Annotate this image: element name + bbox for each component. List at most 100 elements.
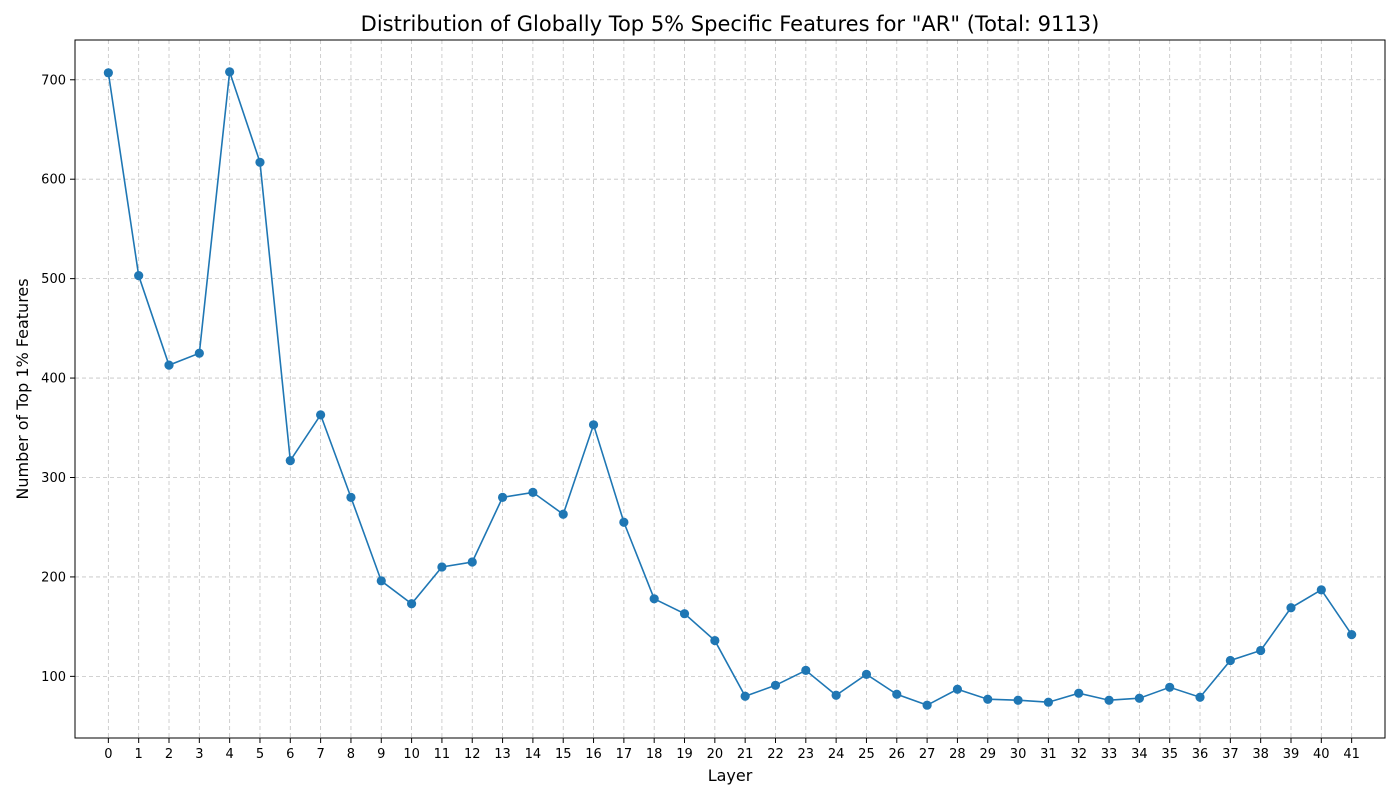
x-tick-label: 34 — [1131, 747, 1148, 762]
data-point — [1347, 629, 1357, 640]
data-point — [1043, 697, 1054, 707]
data-point — [1256, 645, 1266, 656]
chart-title: Distribution of Globally Top 5% Specific… — [361, 12, 1100, 36]
x-axis-label: Layer — [708, 766, 753, 785]
data-point — [679, 609, 690, 619]
data-point — [1316, 585, 1326, 595]
data-point — [922, 700, 932, 710]
x-tick-label: 17 — [616, 747, 633, 762]
data-point — [1104, 695, 1114, 705]
x-tick-label: 13 — [494, 747, 511, 762]
x-tick-label: 1 — [135, 747, 143, 762]
x-tick-label: 7 — [316, 747, 324, 762]
y-tick-label: 100 — [41, 670, 66, 685]
x-tick-label: 22 — [767, 747, 784, 762]
data-point — [1013, 695, 1023, 705]
x-tick-label: 36 — [1192, 747, 1209, 762]
x-tick-label: 25 — [858, 747, 875, 762]
data-point — [801, 665, 811, 675]
data-point — [892, 689, 902, 699]
data-point — [1195, 692, 1205, 702]
data-point — [255, 157, 265, 167]
y-tick-label: 400 — [41, 372, 66, 387]
x-tick-label: 40 — [1313, 747, 1330, 762]
plot-frame — [74, 39, 1386, 739]
x-tick-label: 39 — [1283, 747, 1300, 762]
x-tick-label: 16 — [585, 747, 602, 762]
x-tick-label: 23 — [798, 747, 815, 762]
x-tick-label: 9 — [377, 747, 385, 762]
x-tick-label: 4 — [226, 747, 234, 762]
data-point — [528, 487, 538, 498]
x-tick-label: 15 — [555, 747, 572, 762]
data-point — [619, 517, 629, 527]
x-tick-label: 11 — [434, 747, 451, 762]
x-tick-label: 32 — [1070, 747, 1087, 762]
y-tick-label: 700 — [41, 73, 66, 88]
x-tick-label: 24 — [828, 747, 845, 762]
x-tick-label: 5 — [256, 747, 264, 762]
series-line — [107, 71, 1353, 707]
data-point — [1165, 682, 1175, 692]
x-tick-label: 8 — [347, 747, 355, 762]
x-tick-label: 41 — [1343, 747, 1360, 762]
y-tick-label: 500 — [41, 272, 66, 287]
x-tick-label: 20 — [707, 747, 724, 762]
data-point — [164, 360, 174, 370]
x-tick-label: 35 — [1161, 747, 1178, 762]
x-tick-label: 0 — [104, 747, 112, 762]
data-point — [376, 576, 386, 586]
x-tick-label: 18 — [646, 747, 663, 762]
data-point — [649, 594, 659, 604]
axis-ticks: 0 1 2 3 4 5 6 7 8 9 10 11 12 13 14 15 16 17 18 19 20 21 22 23 24… — [41, 73, 1360, 762]
data-point — [952, 684, 963, 694]
x-tick-label: 31 — [1040, 747, 1057, 762]
x-tick-label: 26 — [889, 747, 906, 762]
data-point — [194, 348, 204, 358]
y-tick-label: 300 — [41, 471, 66, 486]
data-point — [1286, 603, 1296, 613]
x-tick-label: 12 — [464, 747, 481, 762]
data-point — [740, 691, 750, 701]
x-tick-label: 37 — [1222, 747, 1239, 762]
x-tick-label: 10 — [403, 747, 420, 762]
data-point — [558, 509, 568, 519]
data-point — [103, 68, 113, 78]
grid-lines — [75, 40, 1385, 738]
x-tick-label: 29 — [979, 747, 996, 762]
x-tick-label: 19 — [676, 747, 693, 762]
data-point — [225, 67, 235, 77]
x-tick-label: 3 — [195, 747, 203, 762]
y-tick-label: 200 — [41, 570, 66, 585]
y-tick-label: 600 — [41, 173, 66, 188]
data-point — [316, 410, 326, 420]
y-axis-label: Number of Top 1% Features — [13, 278, 32, 499]
x-tick-label: 21 — [737, 747, 754, 762]
data-point — [983, 694, 993, 704]
x-tick-label: 33 — [1101, 747, 1118, 762]
x-tick-label: 2 — [165, 747, 173, 762]
x-tick-label: 6 — [286, 747, 294, 762]
data-point — [285, 455, 295, 466]
data-point — [1225, 655, 1235, 666]
data-point — [497, 492, 508, 502]
x-tick-label: 27 — [919, 747, 936, 762]
data-point — [467, 557, 477, 567]
data-point — [710, 635, 720, 646]
data-point — [861, 669, 872, 679]
data-point — [406, 599, 417, 609]
x-tick-label: 14 — [525, 747, 542, 762]
data-point — [1134, 693, 1144, 703]
x-tick-label: 30 — [1010, 747, 1027, 762]
data-point — [831, 690, 841, 700]
x-tick-label: 38 — [1252, 747, 1269, 762]
data-point — [770, 680, 781, 690]
data-point — [346, 492, 356, 502]
data-point — [134, 271, 144, 281]
data-point — [1074, 688, 1084, 698]
x-tick-label: 28 — [949, 747, 966, 762]
data-point — [588, 420, 599, 430]
data-point — [437, 562, 447, 572]
series-layer — [103, 67, 1357, 710]
